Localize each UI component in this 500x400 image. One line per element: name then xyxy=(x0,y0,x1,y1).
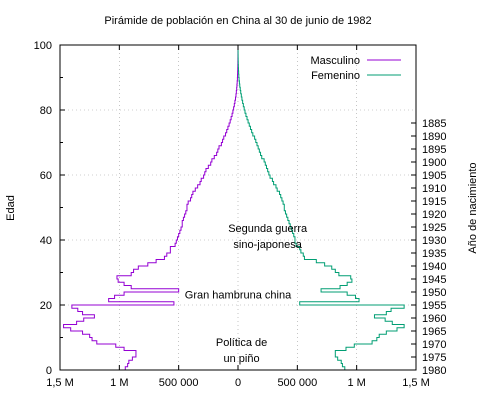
y2-tick-label: 1965 xyxy=(422,326,446,338)
annotations: Segunda guerra sino-japonesa Gran hambruna… xyxy=(185,223,308,365)
series-line-masculino xyxy=(63,44,239,370)
x-tick-label: 1,5 M xyxy=(402,377,430,389)
y2-tick-label: 1980 xyxy=(422,365,446,377)
y2-tick-label: 1905 xyxy=(422,170,446,182)
annotation-text: sino-japonesa xyxy=(233,239,302,251)
y2-tick-label: 1970 xyxy=(422,339,446,351)
legend-label: Femenino xyxy=(311,70,360,82)
annotation-text: Segunda guerra xyxy=(228,223,308,235)
annotation: Gran hambruna china xyxy=(185,290,292,302)
grid xyxy=(60,45,416,370)
y2-axis-title: Año de nacimiento xyxy=(467,162,479,253)
y2-tick-label: 1935 xyxy=(422,248,446,260)
y-tick-label: 80 xyxy=(40,105,52,117)
y2-tick-label: 1890 xyxy=(422,131,446,143)
y2-tick-label: 1920 xyxy=(422,209,446,221)
y2-tick-label: 1915 xyxy=(422,196,446,208)
legend-item: Femenino xyxy=(311,70,401,82)
x-tick-label: 1,5 M xyxy=(46,377,74,389)
y-axis-title: Edad xyxy=(5,195,17,221)
annotation: Política de un piño xyxy=(216,337,267,365)
y2-tick-label: 1975 xyxy=(422,352,446,364)
series-line-femenino xyxy=(237,44,405,370)
y2-tick-label: 1960 xyxy=(422,313,446,325)
y2-tick-label: 1945 xyxy=(422,274,446,286)
annotation-text: Gran hambruna china xyxy=(185,290,292,302)
y-tick-label: 0 xyxy=(46,365,52,377)
x-tick-label: 500 000 xyxy=(159,377,199,389)
y-tick-label: 40 xyxy=(40,235,52,247)
y-axis-birth-year: 1980197519701965196019551950194519401935… xyxy=(411,118,446,377)
annotation: Segunda guerra sino-japonesa xyxy=(228,223,308,251)
x-axis: 1,5 M 1 M 500 000 0 500 000 1 M 1,5 M xyxy=(46,45,430,389)
y-tick-label: 100 xyxy=(34,40,52,52)
y-tick-label: 60 xyxy=(40,170,52,182)
y2-tick-label: 1885 xyxy=(422,118,446,130)
legend-item: Masculino xyxy=(310,55,401,67)
y2-tick-label: 1950 xyxy=(422,287,446,299)
x-tick-label: 1 M xyxy=(110,377,128,389)
y2-tick-label: 1900 xyxy=(422,157,446,169)
y2-tick-label: 1955 xyxy=(422,300,446,312)
x-tick-label: 1 M xyxy=(347,377,365,389)
annotation-text: un piño xyxy=(224,353,260,365)
y-axis-age: 0 20 40 60 80 100 xyxy=(34,40,65,377)
x-tick-label: 500 000 xyxy=(277,377,317,389)
y2-tick-label: 1930 xyxy=(422,235,446,247)
y2-tick-label: 1910 xyxy=(422,183,446,195)
chart-title: Pirámide de población en China al 30 de … xyxy=(104,15,371,27)
series-layer xyxy=(63,44,405,370)
x-tick-label: 0 xyxy=(235,377,241,389)
y-tick-label: 20 xyxy=(40,300,52,312)
y2-tick-label: 1940 xyxy=(422,261,446,273)
annotation-text: Política de xyxy=(216,337,267,349)
y2-tick-label: 1925 xyxy=(422,222,446,234)
y2-tick-label: 1895 xyxy=(422,144,446,156)
legend: Masculino Femenino xyxy=(310,55,401,82)
legend-label: Masculino xyxy=(310,55,360,67)
